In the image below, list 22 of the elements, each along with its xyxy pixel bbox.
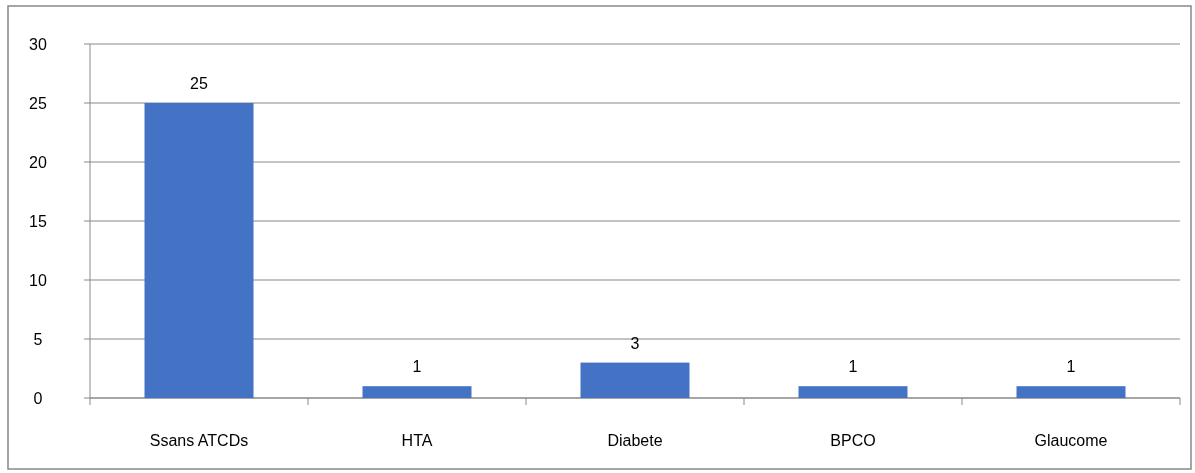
x-tick-label: Glaucome xyxy=(1034,432,1108,449)
y-tick-label: 25 xyxy=(29,94,47,112)
x-tick-label: BPCO xyxy=(830,432,876,449)
bar xyxy=(1016,386,1126,398)
y-tick-label: 15 xyxy=(29,212,47,230)
bar xyxy=(580,362,690,398)
bar xyxy=(362,386,472,398)
data-label: 1 xyxy=(1066,358,1076,376)
y-tick-label: 0 xyxy=(33,389,43,407)
bar xyxy=(144,103,254,398)
data-label: 3 xyxy=(630,334,640,352)
data-label: 25 xyxy=(190,75,208,92)
bar xyxy=(798,386,908,398)
data-label: 1 xyxy=(848,358,858,376)
y-tick-label: 30 xyxy=(29,35,47,53)
x-tick-label: Diabete xyxy=(607,432,663,449)
x-tick-label: Ssans ATCDs xyxy=(149,432,249,449)
y-tick-label: 5 xyxy=(33,330,43,348)
x-tick-label: HTA xyxy=(401,432,433,449)
y-tick-label: 20 xyxy=(29,153,47,171)
data-label: 1 xyxy=(412,358,422,376)
y-tick-label: 10 xyxy=(29,271,47,289)
